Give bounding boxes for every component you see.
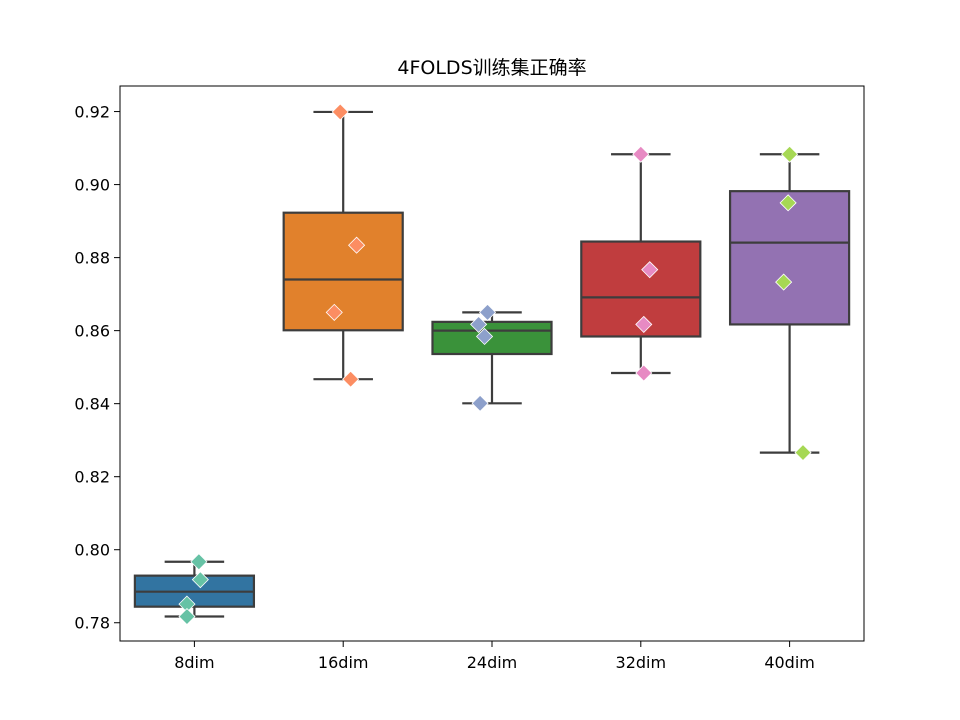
data-point-marker — [190, 553, 208, 571]
y-tick-label: 0.90 — [74, 176, 110, 195]
points-group-16dim — [325, 103, 366, 388]
points-group-32dim — [632, 145, 659, 382]
data-point-marker — [475, 327, 494, 346]
box-iqr — [728, 190, 851, 326]
x-tick-label: 40dim — [764, 653, 815, 672]
chart-title: 4FOLDS训练集正确率 — [397, 57, 586, 79]
points-group-8dim — [178, 553, 209, 626]
data-point-marker — [191, 571, 209, 589]
data-point-marker — [342, 370, 360, 388]
points-group-24dim — [470, 303, 497, 412]
box-group-16dim — [282, 110, 404, 381]
box-iqr — [431, 320, 553, 356]
x-tick-label: 24dim — [467, 653, 518, 672]
y-tick-label: 0.86 — [74, 322, 110, 341]
data-point-marker — [632, 145, 650, 163]
points-group-40dim — [775, 145, 812, 462]
x-tick-label: 32dim — [616, 653, 667, 672]
data-point-marker — [794, 444, 812, 462]
data-point-marker — [325, 303, 343, 321]
data-point-marker — [470, 315, 488, 333]
data-point-marker — [178, 607, 196, 626]
x-tick-label: 16dim — [318, 653, 369, 672]
data-point-marker — [781, 145, 799, 163]
data-point-marker — [779, 194, 797, 212]
data-point-marker — [635, 315, 653, 333]
y-tick-label: 0.80 — [74, 541, 110, 560]
data-point-marker — [348, 236, 366, 254]
y-tick-label: 0.88 — [74, 249, 110, 268]
y-tick-label: 0.84 — [74, 395, 110, 414]
data-point-marker — [331, 103, 349, 121]
points-layer — [178, 103, 812, 626]
y-tick-label: 0.78 — [74, 614, 110, 633]
data-point-marker — [471, 394, 489, 412]
data-point-marker — [775, 273, 793, 291]
data-point-marker — [641, 261, 659, 279]
box-iqr — [282, 211, 404, 332]
x-tick-label: 8dim — [174, 653, 214, 672]
box-group-40dim — [728, 153, 851, 454]
y-tick-label: 0.92 — [74, 103, 110, 122]
axes-layer: 0.78 0.80 0.82 0.84 0.86 0.88 0.90 0.92 8dim 16di… — [74, 103, 814, 672]
data-point-marker — [478, 303, 497, 321]
y-tick-label: 0.82 — [74, 468, 110, 487]
data-point-marker — [635, 364, 653, 382]
